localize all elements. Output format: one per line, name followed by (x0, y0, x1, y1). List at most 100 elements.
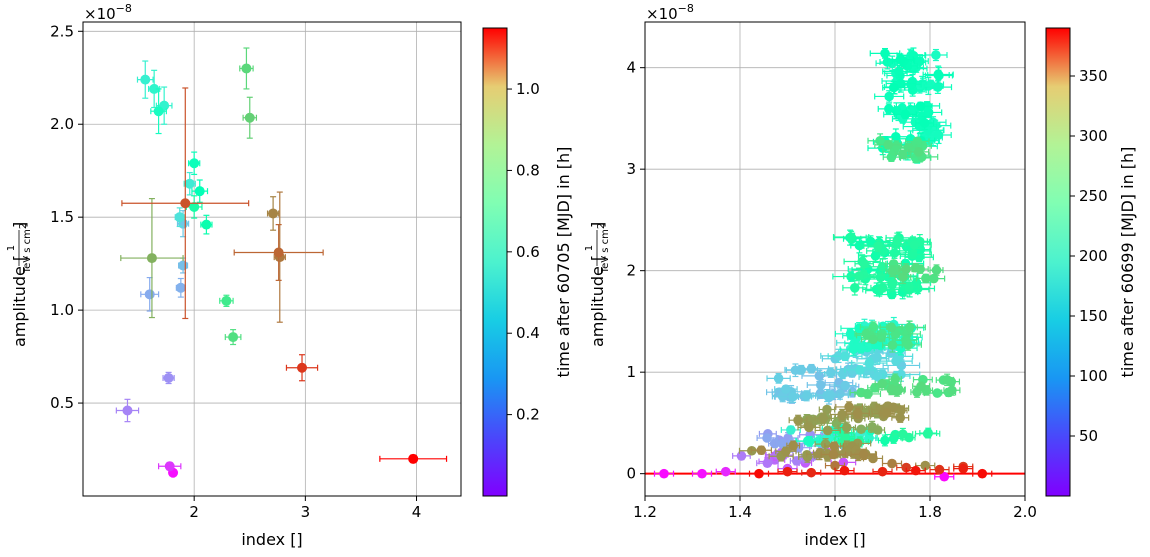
right-data-point (824, 460, 846, 471)
right-marker (931, 50, 941, 60)
left-data-point (115, 398, 140, 423)
right-marker (782, 466, 793, 477)
right-data-point (882, 337, 903, 353)
right-marker (939, 471, 950, 482)
left-marker (228, 332, 239, 343)
right-colorbar-tick-label: 350 (1079, 67, 1108, 85)
right-data-point (797, 422, 821, 433)
right-data-point (750, 445, 772, 456)
right-marker (908, 50, 919, 61)
right-data-point (843, 267, 875, 285)
right-data-point (889, 385, 905, 397)
right-marker (894, 66, 904, 77)
right-marker (822, 425, 833, 436)
right-data-point (927, 69, 950, 81)
right-marker (837, 409, 847, 420)
right-data-point (924, 48, 948, 62)
right-data-point (653, 468, 675, 479)
right-data-point (842, 280, 868, 296)
right-marker (868, 334, 878, 345)
left-colorbar (482, 27, 508, 497)
right-marker (895, 54, 906, 65)
left-data-point (285, 354, 319, 382)
right-points (645, 47, 1025, 482)
svg-text:1: 1 (6, 245, 17, 251)
right-marker (856, 343, 866, 354)
right-data-point (929, 264, 944, 276)
right-data-point (874, 140, 903, 150)
right-panel: 1.2 1.4 1.6 1.8 2.0 0 1 2 3 4 ×10−8 index [] ampl… (584, 2, 1137, 549)
svg-text:amplitude [: amplitude [ (588, 255, 607, 347)
right-marker (934, 464, 945, 475)
left-xtick-label: 3 (301, 503, 311, 521)
right-data-point (900, 78, 922, 90)
right-marker (922, 428, 933, 439)
left-data-point (219, 294, 234, 307)
right-data-point (797, 390, 817, 402)
right-data-point (780, 425, 801, 435)
right-data-point (861, 334, 886, 345)
right-marker (883, 140, 893, 150)
right-data-point (891, 412, 910, 423)
left-y-axis-label: amplitude [ 1 TeV s cm2 ] (6, 222, 33, 347)
left-data-point (239, 47, 254, 90)
right-data-point (777, 466, 798, 477)
right-data-point (896, 237, 932, 252)
svg-text:1: 1 (584, 245, 595, 251)
left-marker (201, 219, 212, 230)
right-marker (868, 322, 879, 332)
right-marker (846, 232, 856, 242)
right-data-point (880, 274, 906, 292)
right-marker (904, 322, 915, 333)
right-marker (928, 273, 939, 284)
right-colorbar-tick-label: 100 (1079, 367, 1108, 385)
right-marker (889, 248, 900, 258)
left-data-point (136, 60, 154, 99)
right-data-point (929, 464, 950, 475)
right-marker (942, 375, 952, 385)
right-marker (895, 412, 906, 423)
right-marker (842, 422, 852, 433)
right-xtick-label: 1.6 (823, 503, 847, 521)
right-data-point (860, 433, 878, 443)
right-colorbar-tick-label: 250 (1079, 187, 1108, 205)
right-data-point (870, 425, 886, 435)
left-marker (144, 289, 155, 300)
left-data-point (121, 87, 250, 320)
left-marker (175, 282, 186, 293)
right-marker (904, 282, 914, 292)
right-marker (933, 82, 943, 92)
right-marker (958, 463, 969, 474)
right-data-point (814, 425, 841, 436)
right-marker (862, 389, 873, 399)
left-data-point (188, 151, 201, 176)
right-y-axis-label: amplitude [ 1 TeV s cm2 ] (584, 222, 611, 347)
right-marker (933, 130, 944, 140)
right-marker (830, 460, 840, 471)
right-data-point (895, 149, 911, 160)
right-data-point (863, 239, 893, 253)
right-marker (880, 48, 890, 59)
left-ticks: 2 3 4 0.5 1.0 1.5 2.0 2.5 (50, 22, 421, 521)
right-ytick-label: 0 (626, 465, 636, 483)
right-data-point (837, 421, 857, 434)
right-y-multiplier: ×10−8 (646, 2, 694, 23)
right-marker (913, 147, 924, 157)
right-xtick-label: 1.4 (728, 503, 752, 521)
right-marker (837, 369, 848, 379)
left-data-point (147, 69, 161, 109)
right-data-point (885, 265, 899, 277)
left-colorbar-tick-label: 0.8 (516, 161, 540, 179)
right-marker (887, 340, 898, 350)
right-data-point (923, 80, 953, 94)
right-data-point (732, 451, 751, 461)
left-ytick-label: 0.5 (50, 394, 74, 412)
left-marker (189, 158, 200, 169)
right-marker (736, 451, 747, 461)
right-marker (856, 424, 866, 435)
right-marker (903, 340, 913, 350)
right-marker (932, 388, 943, 398)
left-marker (408, 453, 419, 464)
right-data-point (786, 440, 801, 451)
